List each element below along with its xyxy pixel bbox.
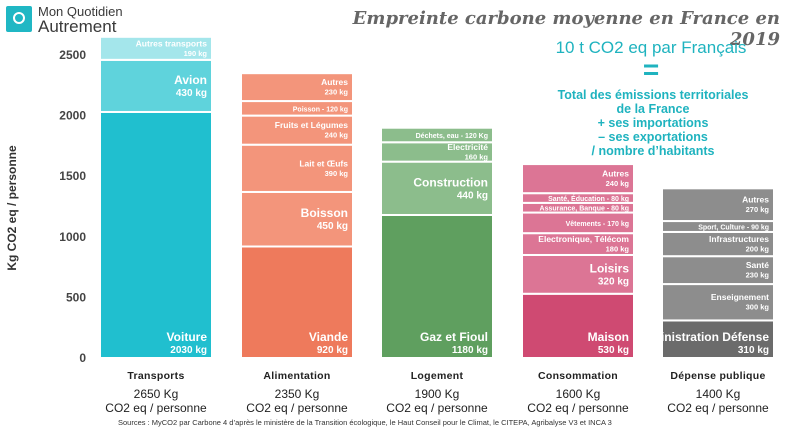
segment-label: Autres transports bbox=[136, 38, 208, 48]
segment-value: 180 kg bbox=[606, 245, 630, 254]
segment-label: Viande bbox=[309, 330, 348, 344]
category-label: Dépense publique bbox=[670, 370, 765, 382]
segment-value: 320 kg bbox=[598, 276, 629, 287]
logo-line2: Autrement bbox=[38, 17, 117, 36]
category-label: Alimentation bbox=[263, 370, 330, 382]
segment-label: Lait et Œufs bbox=[299, 158, 348, 168]
segment-label: Electricité bbox=[447, 142, 488, 152]
bar-segment bbox=[99, 58, 213, 113]
category-label: Transports bbox=[127, 370, 184, 382]
segment-value: 390 kg bbox=[325, 169, 349, 178]
category-unit: CO2 eq / personne bbox=[246, 401, 348, 415]
bar-segment bbox=[240, 143, 354, 193]
segment-label: Poisson - 120 kg bbox=[293, 106, 348, 113]
segment-value: 2030 kg bbox=[170, 345, 207, 356]
category-label: Logement bbox=[411, 370, 464, 382]
segment-value: 310 kg bbox=[738, 345, 769, 356]
segment-label: Enseignement bbox=[711, 292, 769, 302]
category-unit: CO2 eq / personne bbox=[527, 401, 629, 415]
segment-value: 270 kg bbox=[746, 205, 770, 214]
segment-value: 200 kg bbox=[746, 245, 770, 254]
segment-value: 230 kg bbox=[325, 88, 349, 97]
segment-label: Autres bbox=[602, 169, 629, 179]
segment-label: Maison bbox=[588, 330, 629, 344]
definition-line: + ses importations bbox=[597, 116, 709, 130]
segment-value: 920 kg bbox=[317, 345, 348, 356]
segment-label: Fruits et Légumes bbox=[275, 120, 348, 130]
bar-segment bbox=[240, 72, 354, 103]
y-tick-label: 0 bbox=[79, 351, 86, 365]
y-tick-label: 500 bbox=[66, 290, 86, 304]
segment-label: Gaz et Fioul bbox=[420, 330, 488, 344]
segment-value: 240 kg bbox=[325, 131, 349, 140]
bar-segment bbox=[99, 110, 213, 359]
segment-value: 240 kg bbox=[606, 179, 630, 188]
definition-line: Total des émissions territoriales bbox=[557, 88, 749, 102]
bar-segment bbox=[240, 190, 354, 248]
equals-sign: = bbox=[642, 54, 660, 85]
segment-label: Santé, Éducation - 80 kg bbox=[548, 194, 629, 203]
segment-value: 1180 kg bbox=[452, 345, 488, 356]
segment-label: Boisson bbox=[301, 206, 348, 220]
segment-label: Autres bbox=[321, 77, 348, 87]
y-tick-label: 1500 bbox=[59, 169, 86, 183]
logo-icon bbox=[6, 6, 32, 32]
segment-value: 450 kg bbox=[317, 221, 348, 232]
category-unit: CO2 eq / personne bbox=[667, 401, 769, 415]
y-tick-label: 2500 bbox=[59, 48, 86, 62]
definition-line: de la France bbox=[616, 102, 690, 116]
segment-value: 430 kg bbox=[176, 88, 207, 99]
segment-label: Electronique, Télécom bbox=[538, 234, 629, 244]
segment-label: Loisirs bbox=[590, 261, 630, 275]
bar-segment bbox=[240, 245, 354, 359]
category-label: Consommation bbox=[538, 370, 618, 382]
bar-segment bbox=[521, 253, 635, 295]
category-total: 1400 Kg bbox=[696, 387, 741, 401]
category-total: 1600 Kg bbox=[556, 387, 601, 401]
segment-label: Assurance, Banque - 80 kg bbox=[540, 206, 629, 213]
segment-label: Voiture bbox=[167, 330, 208, 344]
segment-value: 440 kg bbox=[457, 190, 488, 201]
category-unit: CO2 eq / personne bbox=[386, 401, 488, 415]
bar-segment bbox=[380, 160, 494, 216]
chart-subtitle: 10 t CO2 eq par Français bbox=[555, 38, 747, 57]
bar-segment bbox=[380, 126, 494, 144]
segment-value: 230 kg bbox=[746, 271, 770, 280]
segment-label: Infrastructures bbox=[709, 234, 769, 244]
definition-line: / nombre d’habitants bbox=[591, 144, 715, 158]
bar-segment bbox=[380, 213, 494, 359]
segment-label: Sport, Culture - 90 kg bbox=[698, 224, 769, 231]
bar-segment bbox=[661, 187, 775, 223]
segment-value: 190 kg bbox=[184, 49, 208, 58]
category-total: 2350 Kg bbox=[275, 387, 320, 401]
category-total: 2650 Kg bbox=[134, 387, 179, 401]
logo: Mon Quotidien Autrement bbox=[6, 4, 166, 36]
segment-label: Autres bbox=[742, 195, 769, 205]
category-unit: CO2 eq / personne bbox=[105, 401, 207, 415]
y-tick-label: 2000 bbox=[59, 109, 86, 123]
definition-line: – ses exportations bbox=[598, 130, 708, 144]
logo-line1: Mon Quotidien bbox=[38, 4, 123, 19]
bar-segment bbox=[99, 35, 213, 61]
category-total: 1900 Kg bbox=[415, 387, 460, 401]
y-axis-label: Kg CO2 eq / personne bbox=[5, 145, 19, 271]
segment-label: Santé bbox=[746, 260, 769, 270]
source-note: Sources : MyCO2 par Carbone 4 d’après le… bbox=[118, 418, 612, 427]
segment-label: Administration Défense bbox=[634, 330, 769, 344]
segment-label: Construction bbox=[413, 175, 488, 189]
segment-label: Vêtements - 170 kg bbox=[566, 221, 629, 228]
segment-value: 300 kg bbox=[746, 303, 770, 312]
bar-segment bbox=[521, 163, 635, 195]
bar-segment bbox=[661, 283, 775, 322]
segment-label: Avion bbox=[174, 73, 207, 87]
y-tick-label: 1000 bbox=[59, 230, 86, 244]
chart-title: Empreinte carbone moyenne en France en 2… bbox=[352, 8, 780, 50]
bar-segment bbox=[521, 292, 635, 360]
segment-value: 530 kg bbox=[598, 345, 629, 356]
definition-text: Total des émissions territoriales de la … bbox=[548, 88, 758, 158]
segment-value: 160 kg bbox=[465, 152, 489, 161]
segment-label: Déchets, eau - 120 Kg bbox=[416, 133, 488, 140]
